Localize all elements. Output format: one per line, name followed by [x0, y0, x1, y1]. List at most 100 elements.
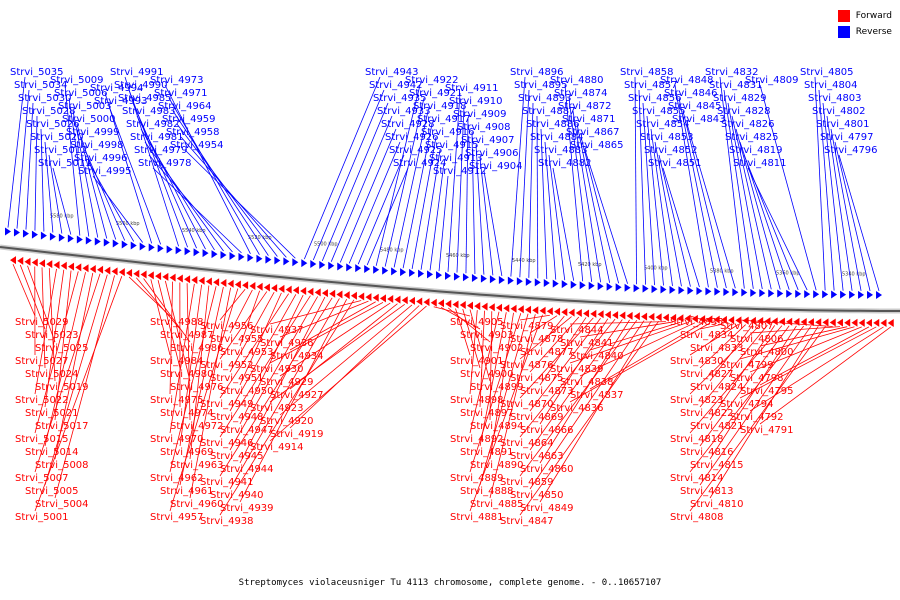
forward-gene-arrow — [880, 318, 887, 327]
forward-gene-leader — [219, 288, 246, 321]
forward-gene-label: Strvi_4975 — [150, 395, 204, 406]
forward-gene-leader — [569, 323, 710, 403]
forward-gene-leader — [229, 294, 297, 412]
forward-gene-arrow — [220, 279, 227, 288]
forward-gene-label: Strvi_5007 — [15, 473, 69, 484]
reverse-gene-label: Strvi_4925 — [389, 145, 443, 156]
reverse-gene-label: Strvi_4887 — [522, 106, 576, 117]
forward-gene-leader — [455, 308, 471, 356]
reverse-gene-label: Strvi_4884 — [530, 132, 584, 143]
reverse-gene-label: Strvi_4811 — [733, 158, 787, 169]
forward-gene-leader — [239, 290, 261, 347]
forward-gene-arrow — [728, 316, 735, 325]
reverse-gene-leader — [830, 128, 862, 291]
forward-gene-arrow — [626, 311, 633, 320]
reverse-gene-arrow — [552, 279, 559, 288]
reverse-gene-label: Strvi_4996 — [74, 153, 128, 164]
forward-gene-label: Strvi_4963 — [170, 460, 224, 471]
forward-gene-leader — [189, 287, 232, 499]
forward-gene-arrow — [554, 307, 561, 316]
forward-gene-arrow — [597, 310, 604, 319]
reverse-gene-label: Strvi_4803 — [808, 93, 862, 104]
forward-gene-leader — [699, 324, 768, 408]
reverse-gene-leader — [40, 128, 45, 232]
forward-gene-leader — [539, 315, 565, 347]
forward-gene-leader — [689, 325, 783, 434]
forward-gene-arrow — [234, 280, 241, 289]
reverse-gene-arrow — [229, 251, 236, 260]
forward-gene-leader — [739, 326, 855, 360]
reverse-gene-arrow — [498, 275, 505, 284]
forward-gene-label: Strvi_4941 — [200, 477, 254, 488]
forward-gene-arrow — [213, 278, 220, 287]
reverse-gene-arrow — [148, 243, 155, 252]
forward-gene-label: Strvi_4815 — [690, 460, 744, 471]
forward-gene-arrow — [655, 313, 662, 322]
reverse-gene-arrow — [256, 254, 263, 263]
reverse-gene-leader — [483, 170, 503, 277]
reverse-gene-arrow — [184, 247, 191, 256]
reverse-gene-arrow — [597, 282, 604, 291]
forward-gene-arrow — [561, 308, 568, 317]
forward-gene-label: Strvi_4838 — [560, 377, 614, 388]
forward-gene-label: Strvi_4879 — [500, 321, 554, 332]
forward-gene-leader — [279, 304, 413, 416]
forward-gene-leader — [739, 326, 877, 399]
forward-gene-leader — [269, 302, 384, 364]
reverse-gene-arrow — [112, 239, 119, 248]
forward-gene-label: Strvi_4936 — [260, 338, 314, 349]
reverse-gene-label: Strvi_4971 — [154, 88, 208, 99]
forward-gene-leader — [54, 275, 115, 499]
forward-gene-arrow — [53, 260, 60, 269]
forward-gene-label: Strvi_4947 — [220, 425, 274, 436]
forward-gene-leader — [462, 308, 481, 369]
reverse-gene-leader — [132, 102, 197, 249]
forward-gene-label: Strvi_4841 — [560, 338, 614, 349]
reverse-gene-leader — [731, 115, 772, 290]
reverse-gene-leader — [743, 154, 799, 291]
forward-gene-label: Strvi_4834 — [680, 330, 734, 341]
forward-gene-arrow — [401, 296, 408, 305]
reverse-gene-leader — [348, 141, 401, 264]
forward-gene-arrow — [60, 261, 67, 270]
forward-gene-leader — [229, 298, 340, 490]
forward-gene-arrow — [31, 258, 38, 267]
reverse-gene-label: Strvi_4924 — [393, 158, 447, 169]
reverse-gene-label: Strvi_4994 — [90, 83, 144, 94]
forward-gene-arrow — [278, 284, 285, 293]
forward-gene-label: Strvi_4814 — [670, 473, 724, 484]
reverse-gene-leader — [366, 167, 409, 266]
forward-gene-label: Strvi_5029 — [15, 317, 69, 328]
forward-gene-label: Strvi_4902 — [470, 343, 524, 354]
forward-gene-leader — [519, 314, 550, 321]
reverse-gene-leader — [339, 128, 397, 263]
forward-gene-leader — [239, 298, 348, 503]
forward-gene-leader — [44, 274, 108, 486]
reverse-gene-leader — [25, 102, 34, 230]
forward-gene-label: Strvi_4948 — [210, 412, 264, 423]
reverse-gene-leader — [658, 154, 691, 287]
forward-gene-leader — [150, 279, 171, 356]
reverse-gene-arrow — [642, 284, 649, 293]
reverse-gene-label: Strvi_4906 — [465, 148, 519, 159]
forward-gene-arrow — [822, 318, 829, 327]
forward-gene-label: Strvi_4816 — [680, 447, 734, 458]
forward-gene-arrow — [263, 283, 270, 292]
reverse-gene-arrow — [202, 249, 209, 258]
forward-gene-leader — [519, 321, 659, 516]
reverse-gene-arrow — [624, 283, 631, 292]
forward-gene-arrow — [764, 317, 771, 326]
reverse-gene-label: Strvi_4964 — [158, 101, 212, 112]
forward-gene-leader — [689, 325, 805, 473]
forward-gene-leader — [169, 286, 217, 473]
forward-gene-label: Strvi_5005 — [25, 486, 79, 497]
forward-gene-arrow — [307, 287, 314, 296]
legend: Forward Reverse — [837, 8, 892, 40]
reverse-gene-leader — [303, 76, 381, 260]
reverse-gene-label: Strvi_4829 — [713, 93, 767, 104]
forward-gene-arrow — [641, 312, 648, 321]
reverse-gene-leader — [384, 97, 425, 267]
forward-gene-leader — [44, 272, 86, 447]
reverse-gene-arrow — [462, 273, 469, 282]
forward-gene-arrow — [416, 297, 423, 306]
